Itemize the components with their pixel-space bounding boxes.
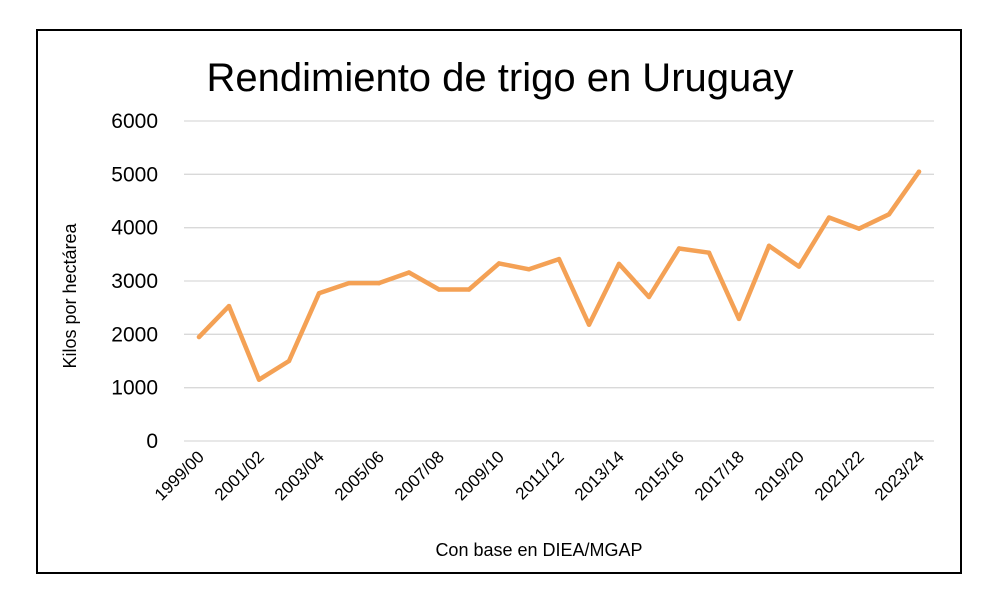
data-point-2008/09: [466, 287, 472, 292]
data-point-2016/17: [706, 250, 712, 255]
data-point-2022/23: [886, 212, 892, 217]
x-tick-label: 2009/10: [451, 447, 508, 504]
x-tick-label: 2003/04: [271, 447, 328, 504]
x-tick-label: 2013/14: [571, 447, 628, 504]
y-tick-label: 2000: [111, 323, 158, 346]
data-point-2000/01: [226, 303, 232, 309]
y-axis-label: Kilos por hectárea: [60, 222, 80, 368]
x-tick-label: 2005/06: [331, 447, 388, 504]
x-tick-label: 2011/12: [512, 447, 568, 503]
data-point-2019/20: [796, 264, 802, 269]
x-tick-label: 2001/02: [211, 447, 268, 504]
data-point-2017/18: [736, 316, 742, 322]
data-point-2010/11: [526, 267, 532, 272]
x-tick-label: 2017/18: [691, 447, 748, 504]
data-point-2006/07: [406, 270, 412, 275]
y-axis-ticks: 0 1000 2000 3000 4000 5000 6000: [111, 110, 158, 453]
data-point-2020/21: [826, 215, 832, 220]
x-tick-label: 2023/24: [871, 447, 928, 504]
data-point-2003/04: [316, 291, 322, 296]
data-point-2005/06: [376, 280, 382, 286]
chart-frame: [36, 29, 962, 574]
y-tick-label: 3000: [111, 270, 158, 293]
series-layer: [196, 169, 922, 382]
y-tick-label: 6000: [111, 110, 158, 133]
series-line-0: [196, 169, 922, 382]
gridlines: [184, 120, 934, 442]
data-point-2002/03: [286, 358, 292, 364]
data-point-2014/15: [646, 294, 652, 300]
data-point-2012/13: [586, 322, 592, 327]
x-axis-ticks: 1999/00 2001/02 2003/04 2005/06 2007/08 2009/…: [151, 447, 928, 504]
y-tick-label: 5000: [111, 163, 158, 186]
data-point-1999/00: [196, 334, 202, 340]
x-tick-label: 2015/16: [631, 447, 688, 504]
x-tick-label: 1999/00: [151, 447, 208, 504]
y-tick-label: 4000: [111, 217, 158, 240]
data-point-2011/12: [556, 256, 562, 262]
y-tick-label: 1000: [111, 377, 158, 400]
x-tick-label: 2021/22: [811, 447, 868, 504]
data-point-2004/05: [346, 280, 352, 286]
x-tick-label: 2007/08: [391, 447, 448, 504]
x-axis-label: Con base en DIEA/MGAP: [435, 540, 642, 560]
y-tick-label: 0: [146, 430, 158, 453]
data-point-2023/24: [916, 169, 922, 174]
data-point-2018/19: [766, 243, 772, 248]
data-point-2007/08: [436, 287, 442, 292]
data-point-2009/10: [496, 261, 502, 266]
data-point-2001/02: [256, 377, 262, 382]
data-point-2013/14: [616, 261, 622, 267]
data-point-2015/16: [676, 246, 682, 251]
x-tick-label: 2019/20: [751, 447, 808, 504]
data-point-2021/22: [856, 226, 862, 231]
chart-title: Rendimiento de trigo en Uruguay: [206, 56, 793, 100]
